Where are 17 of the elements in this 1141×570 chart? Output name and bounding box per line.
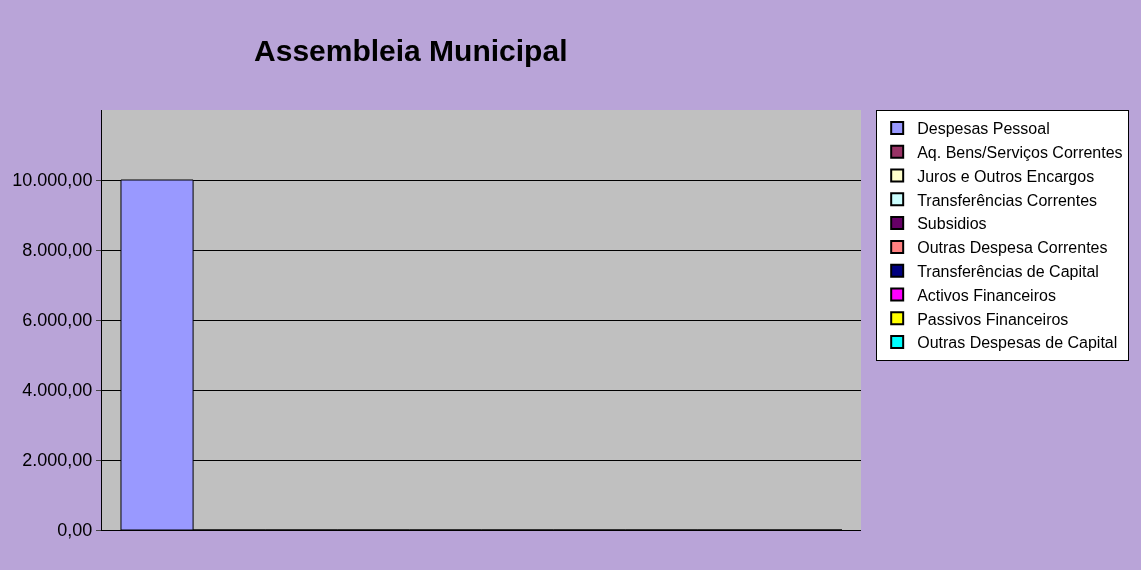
- y-tick-label: 2.000,00: [22, 450, 93, 471]
- legend-label: Aq. Bens/Serviços Correntes: [917, 143, 1123, 161]
- y-tick-label: 0,00: [57, 520, 93, 541]
- y-tick-label: 10.000,00: [12, 170, 93, 191]
- legend-label: Activos Financeiros: [917, 286, 1056, 304]
- y-tick-label: 6.000,00: [22, 310, 93, 331]
- legend-label: Subsidios: [917, 215, 987, 233]
- legend-label: Outras Despesa Correntes: [917, 239, 1108, 257]
- legend-label: Passivos Financeiros: [917, 310, 1069, 328]
- legend-label: Transferências de Capital: [917, 262, 1099, 280]
- legend-label: Transferências Correntes: [917, 191, 1098, 209]
- chart-title: Assembleia Municipal: [254, 33, 568, 67]
- legend-label: Outras Despesas de Capital: [917, 334, 1118, 352]
- legend-label: Juros e Outros Encargos: [917, 167, 1095, 185]
- y-tick-label: 8.000,00: [22, 240, 93, 261]
- legend-label: Despesas Pessoal: [917, 120, 1050, 138]
- y-tick-label: 4.000,00: [22, 380, 93, 401]
